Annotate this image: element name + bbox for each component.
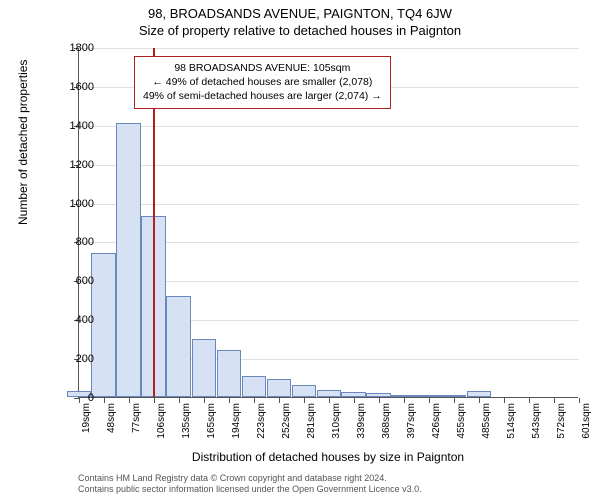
histogram-bar: [217, 350, 241, 397]
histogram-bar: [467, 391, 491, 397]
histogram-bar: [91, 253, 115, 397]
xtick-mark: [279, 398, 280, 403]
xtick-label: 135sqm: [181, 403, 192, 453]
xtick-mark: [404, 398, 405, 403]
xtick-mark: [554, 398, 555, 403]
histogram-bar: [317, 390, 341, 397]
xtick-label: 572sqm: [556, 403, 567, 453]
histogram-bar: [441, 395, 465, 397]
annotation-line: ← 49% of detached houses are smaller (2,…: [143, 75, 382, 89]
xtick-mark: [454, 398, 455, 403]
title-address: 98, BROADSANDS AVENUE, PAIGNTON, TQ4 6JW: [0, 0, 600, 21]
ytick-label: 1200: [54, 159, 94, 171]
ytick-label: 800: [54, 236, 94, 248]
ytick-label: 600: [54, 275, 94, 287]
xtick-mark: [429, 398, 430, 403]
xtick-mark: [379, 398, 380, 403]
histogram-bar: [116, 123, 140, 397]
xtick-mark: [104, 398, 105, 403]
xtick-label: 601sqm: [581, 403, 592, 453]
xtick-label: 426sqm: [431, 403, 442, 453]
xtick-mark: [154, 398, 155, 403]
ytick-label: 1000: [54, 198, 94, 210]
histogram-bar: [292, 385, 316, 397]
histogram-bar: [166, 296, 190, 397]
xtick-mark: [329, 398, 330, 403]
xtick-label: 310sqm: [331, 403, 342, 453]
xtick-label: 368sqm: [381, 403, 392, 453]
chart-container: 19sqm48sqm77sqm106sqm135sqm165sqm194sqm2…: [78, 48, 578, 398]
xtick-label: 223sqm: [256, 403, 267, 453]
annotation-box: 98 BROADSANDS AVENUE: 105sqm← 49% of det…: [134, 56, 391, 109]
xtick-mark: [179, 398, 180, 403]
xtick-label: 48sqm: [106, 403, 117, 453]
xtick-label: 543sqm: [531, 403, 542, 453]
xtick-mark: [354, 398, 355, 403]
xtick-label: 339sqm: [356, 403, 367, 453]
xtick-label: 106sqm: [156, 403, 167, 453]
histogram-bar: [242, 376, 266, 397]
xtick-label: 485sqm: [481, 403, 492, 453]
footer-line1: Contains HM Land Registry data © Crown c…: [78, 473, 578, 485]
histogram-bar: [341, 392, 365, 397]
ytick-label: 200: [54, 353, 94, 365]
xtick-mark: [529, 398, 530, 403]
ytick-label: 1800: [54, 42, 94, 54]
xtick-label: 281sqm: [306, 403, 317, 453]
xtick-label: 165sqm: [206, 403, 217, 453]
xtick-mark: [579, 398, 580, 403]
histogram-bar: [416, 395, 440, 397]
y-axis-label: Number of detached properties: [16, 60, 30, 225]
xtick-mark: [129, 398, 130, 403]
xtick-label: 514sqm: [506, 403, 517, 453]
footer-line2: Contains public sector information licen…: [78, 484, 578, 496]
xtick-label: 397sqm: [406, 403, 417, 453]
xtick-mark: [304, 398, 305, 403]
ytick-label: 1600: [54, 81, 94, 93]
footer-attribution: Contains HM Land Registry data © Crown c…: [78, 473, 578, 496]
plot-area: 19sqm48sqm77sqm106sqm135sqm165sqm194sqm2…: [78, 48, 578, 398]
annotation-line: 98 BROADSANDS AVENUE: 105sqm: [143, 61, 382, 75]
xtick-label: 77sqm: [131, 403, 142, 453]
xtick-label: 194sqm: [231, 403, 242, 453]
ytick-label: 400: [54, 314, 94, 326]
xtick-label: 252sqm: [281, 403, 292, 453]
x-axis-label: Distribution of detached houses by size …: [78, 450, 578, 464]
histogram-bar: [391, 395, 415, 397]
ytick-label: 0: [54, 392, 94, 404]
annotation-line: 49% of semi-detached houses are larger (…: [143, 89, 382, 103]
xtick-label: 455sqm: [456, 403, 467, 453]
histogram-bar: [267, 379, 291, 397]
histogram-bar: [366, 393, 390, 397]
histogram-bar: [192, 339, 216, 397]
ytick-label: 1400: [54, 120, 94, 132]
title-subtitle: Size of property relative to detached ho…: [0, 21, 600, 38]
xtick-label: 19sqm: [81, 403, 92, 453]
